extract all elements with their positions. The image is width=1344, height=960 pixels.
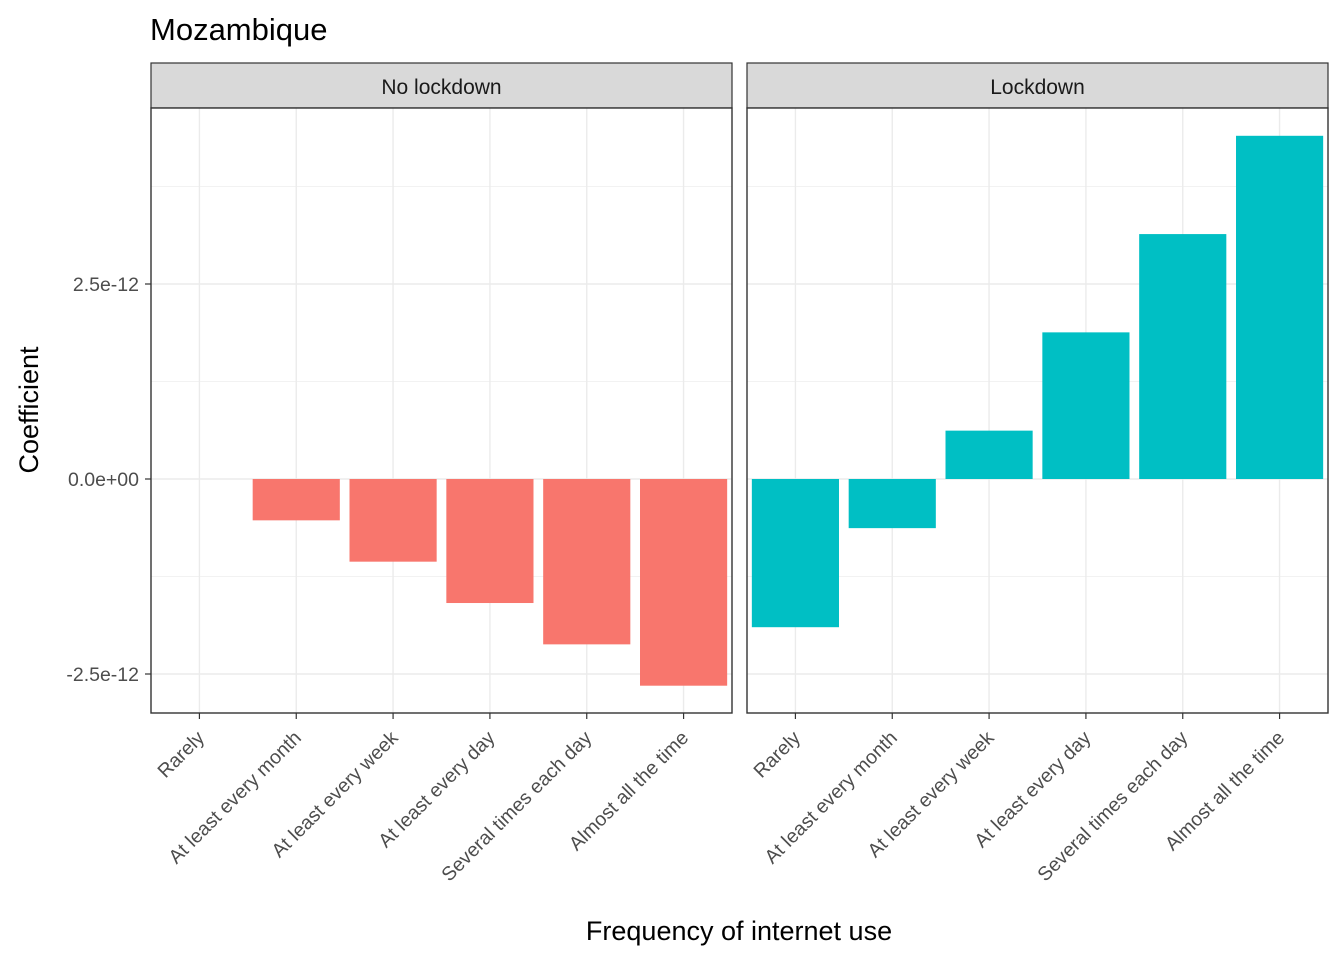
bar: [446, 479, 534, 604]
bar: [751, 479, 839, 628]
facet-strip: [150, 62, 733, 109]
bar: [1042, 332, 1130, 479]
bar: [349, 479, 437, 562]
bar: [848, 479, 936, 529]
panel-border: [746, 107, 1329, 714]
bar: [543, 479, 631, 645]
x-tick-label: Rarely: [750, 727, 806, 783]
x-tick-label: Rarely: [154, 727, 210, 783]
panel-background: [747, 108, 1328, 713]
x-axis-title: Frequency of internet use: [586, 916, 892, 946]
facet-strip-label: No lockdown: [381, 76, 501, 99]
y-tick-label: -2.5e-12: [66, 664, 139, 686]
y-axis-title: Coefficient: [14, 346, 44, 474]
bar: [640, 479, 728, 686]
facet-strip-label: Lockdown: [990, 76, 1085, 99]
bar: [1139, 234, 1227, 479]
chart-title: Mozambique: [150, 12, 327, 47]
bar: [252, 479, 340, 521]
bar: [1236, 135, 1324, 480]
y-tick-label: 0.0e+00: [68, 469, 139, 491]
panel-border: [150, 107, 733, 714]
facet-strip: [746, 62, 1329, 109]
bar: [945, 430, 1033, 479]
panel-background: [151, 108, 732, 713]
y-tick-label: 2.5e-12: [73, 274, 139, 296]
